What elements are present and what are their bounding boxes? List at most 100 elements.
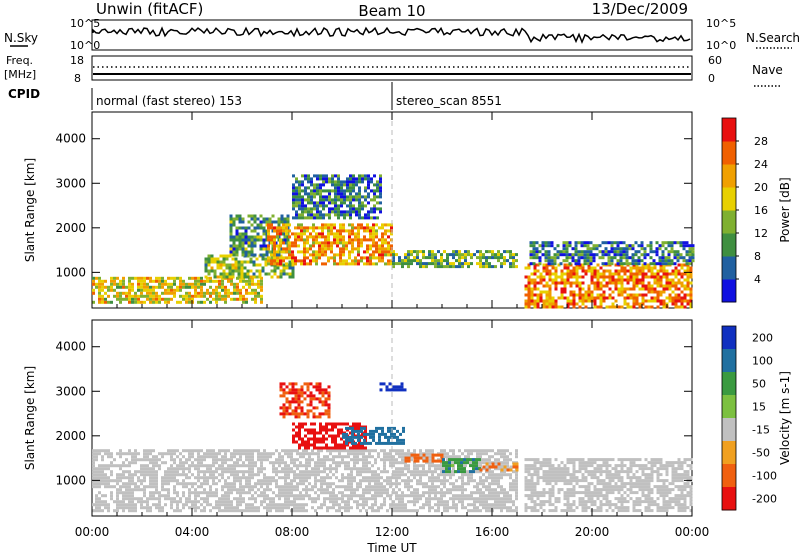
power-cell bbox=[343, 216, 346, 220]
velocity-cell bbox=[302, 497, 305, 501]
power-cell bbox=[671, 278, 675, 282]
power-cell bbox=[204, 269, 208, 273]
velocity-cell bbox=[304, 440, 307, 444]
power-cell bbox=[237, 269, 241, 273]
power-cell bbox=[533, 281, 537, 285]
velocity-cell bbox=[461, 503, 464, 507]
power-cell bbox=[352, 195, 355, 199]
velocity-cell bbox=[305, 473, 308, 477]
velocity-cell bbox=[212, 476, 215, 480]
velocity-cell bbox=[497, 497, 500, 501]
velocity-cell bbox=[425, 449, 428, 453]
power-cell bbox=[572, 296, 576, 300]
velocity-cell bbox=[464, 473, 467, 477]
velocity-cell bbox=[98, 485, 101, 489]
velocity-cell bbox=[233, 497, 236, 501]
velocity-cell bbox=[167, 491, 170, 495]
power-cell bbox=[404, 262, 407, 266]
power-cell bbox=[203, 294, 206, 298]
velocity-cell bbox=[311, 497, 314, 501]
power-cell bbox=[488, 250, 491, 254]
power-cell bbox=[584, 296, 588, 300]
velocity-cell bbox=[233, 509, 236, 513]
velocity-cell bbox=[242, 491, 245, 495]
velocity-cell bbox=[278, 452, 281, 456]
cpid-row: normal (fast stereo) 153 stereo_scan 8551 bbox=[91, 82, 502, 110]
velocity-cell bbox=[461, 482, 464, 486]
velocity-cell bbox=[307, 440, 310, 444]
velocity-cell bbox=[494, 476, 497, 480]
velocity-cell bbox=[308, 464, 311, 468]
velocity-cell bbox=[377, 467, 380, 471]
velocity-cell bbox=[389, 503, 392, 507]
velocity-cell bbox=[407, 456, 411, 460]
velocity-cell bbox=[476, 488, 479, 492]
velocity-cell bbox=[398, 452, 401, 456]
power-cell bbox=[204, 257, 208, 261]
velocity-cell bbox=[422, 506, 425, 510]
velocity-cell bbox=[260, 491, 263, 495]
power-cell bbox=[216, 263, 220, 267]
power-cell bbox=[316, 213, 319, 217]
power-cell bbox=[301, 189, 304, 193]
power-cell bbox=[532, 250, 536, 254]
velocity-cell bbox=[485, 494, 488, 498]
velocity-cell bbox=[206, 455, 209, 459]
power-cell bbox=[626, 293, 630, 297]
velocity-cell bbox=[122, 494, 125, 498]
power-cell bbox=[691, 247, 695, 251]
velocity-cell bbox=[308, 461, 311, 465]
power-cell bbox=[650, 275, 654, 279]
power-cell bbox=[500, 265, 503, 269]
power-cell bbox=[622, 247, 626, 251]
power-cell bbox=[307, 213, 310, 217]
velocity-cell bbox=[227, 500, 230, 504]
power-cell bbox=[381, 244, 384, 248]
velocity-cell bbox=[206, 497, 209, 501]
power-cell bbox=[580, 241, 584, 245]
velocity-cell bbox=[488, 491, 491, 495]
power-cell bbox=[259, 235, 263, 239]
velocity-cell bbox=[316, 437, 319, 441]
power-cell bbox=[620, 281, 624, 285]
power-cell bbox=[370, 216, 373, 220]
power-cell bbox=[622, 262, 626, 266]
power-cell bbox=[340, 204, 343, 208]
velocity-cell bbox=[437, 476, 440, 480]
velocity-cell bbox=[338, 485, 341, 489]
power-cell bbox=[309, 262, 312, 266]
power-cell bbox=[337, 198, 340, 202]
velocity-cell bbox=[494, 479, 497, 483]
velocity-cell bbox=[410, 455, 413, 459]
velocity-cell bbox=[164, 503, 167, 507]
power-cell bbox=[113, 288, 116, 292]
power-cell bbox=[292, 174, 295, 178]
power-cell bbox=[134, 291, 137, 295]
velocity-cell bbox=[227, 497, 230, 501]
velocity-cell bbox=[257, 482, 260, 486]
velocity-cell bbox=[371, 485, 374, 489]
velocity-cell bbox=[176, 464, 179, 468]
power-cell bbox=[228, 263, 232, 267]
velocity-cell bbox=[170, 464, 173, 468]
power-cell bbox=[316, 192, 319, 196]
velocity-cell bbox=[512, 485, 515, 489]
velocity-cell bbox=[437, 479, 440, 483]
power-cell bbox=[640, 259, 644, 263]
velocity-cell bbox=[488, 458, 491, 462]
velocity-cell bbox=[402, 441, 405, 445]
power-cell bbox=[227, 279, 230, 283]
power-cell bbox=[378, 259, 381, 263]
power-cell bbox=[637, 256, 641, 260]
velocity-cell bbox=[295, 431, 298, 435]
power-cell bbox=[327, 244, 330, 248]
power-cell bbox=[207, 254, 211, 258]
velocity-cell bbox=[134, 482, 137, 486]
power-cell bbox=[301, 204, 304, 208]
power-cell bbox=[625, 256, 629, 260]
velocity-cell bbox=[431, 476, 434, 480]
velocity-cell bbox=[332, 473, 335, 477]
velocity-cell bbox=[482, 494, 485, 498]
velocity-cell bbox=[170, 452, 173, 456]
